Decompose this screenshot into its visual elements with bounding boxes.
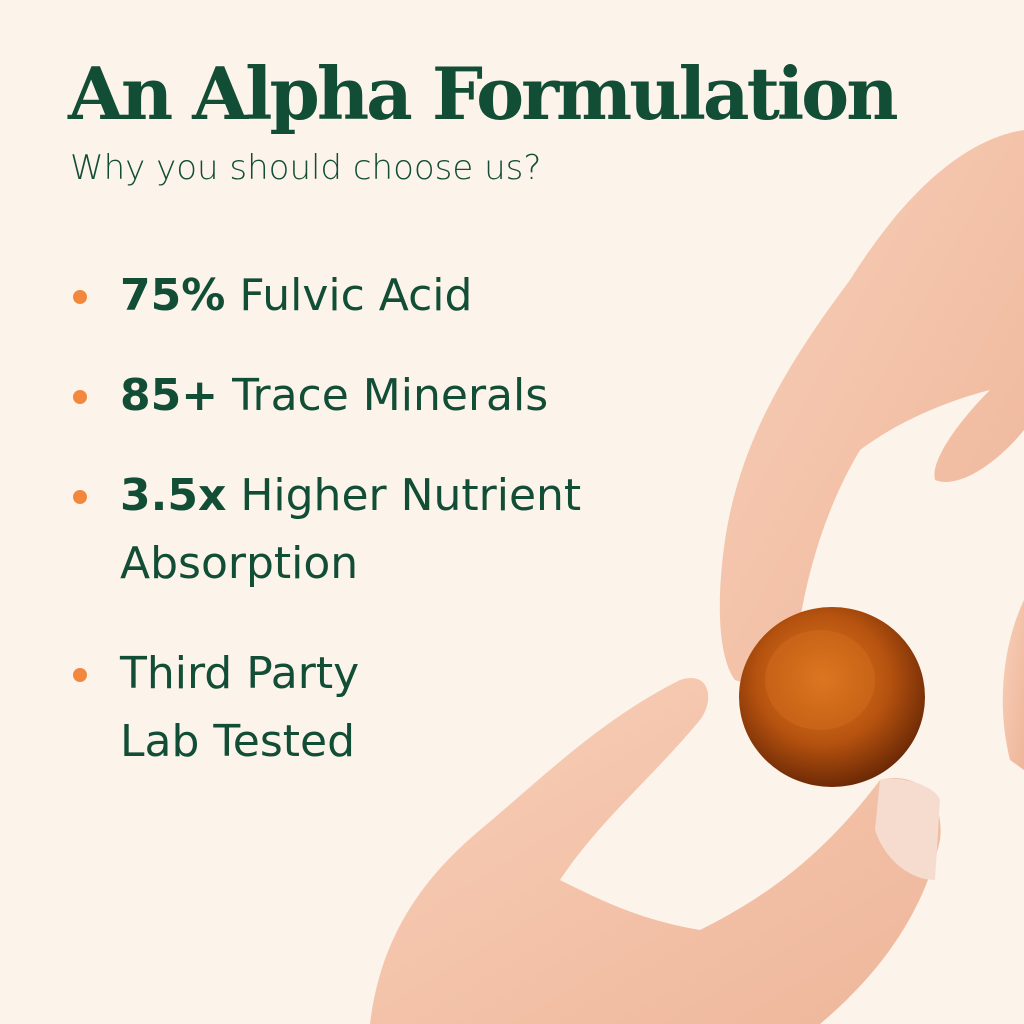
- feature-item: 3.5x Higher Nutrient Absorption: [73, 462, 582, 598]
- gummy: [739, 607, 925, 787]
- feature-highlight: 75%: [120, 270, 226, 321]
- feature-item: Third Party Lab Tested: [73, 640, 360, 776]
- bullet-dot-icon: [73, 290, 87, 304]
- feature-text: Third Party: [120, 648, 360, 699]
- feature-highlight: 3.5x: [120, 470, 227, 521]
- page-subtitle: Why you should choose us?: [70, 148, 542, 188]
- bullet-dot-icon: [73, 668, 87, 682]
- feature-text: Higher Nutrient: [226, 470, 582, 521]
- page-title: An Alpha Formulation: [68, 51, 899, 136]
- bullet-dot-icon: [73, 490, 87, 504]
- feature-text-line2: Lab Tested: [120, 716, 356, 767]
- feature-text: Trace Minerals: [218, 370, 549, 421]
- feature-item: 75% Fulvic Acid: [73, 262, 473, 330]
- feature-item: 85+ Trace Minerals: [73, 362, 549, 430]
- feature-text-line2: Absorption: [120, 538, 359, 589]
- upper-hand: [719, 130, 1024, 682]
- feature-text: Fulvic Acid: [225, 270, 473, 321]
- lower-hand: [370, 678, 941, 1024]
- bullet-dot-icon: [73, 390, 87, 404]
- feature-highlight: 85+: [120, 370, 219, 421]
